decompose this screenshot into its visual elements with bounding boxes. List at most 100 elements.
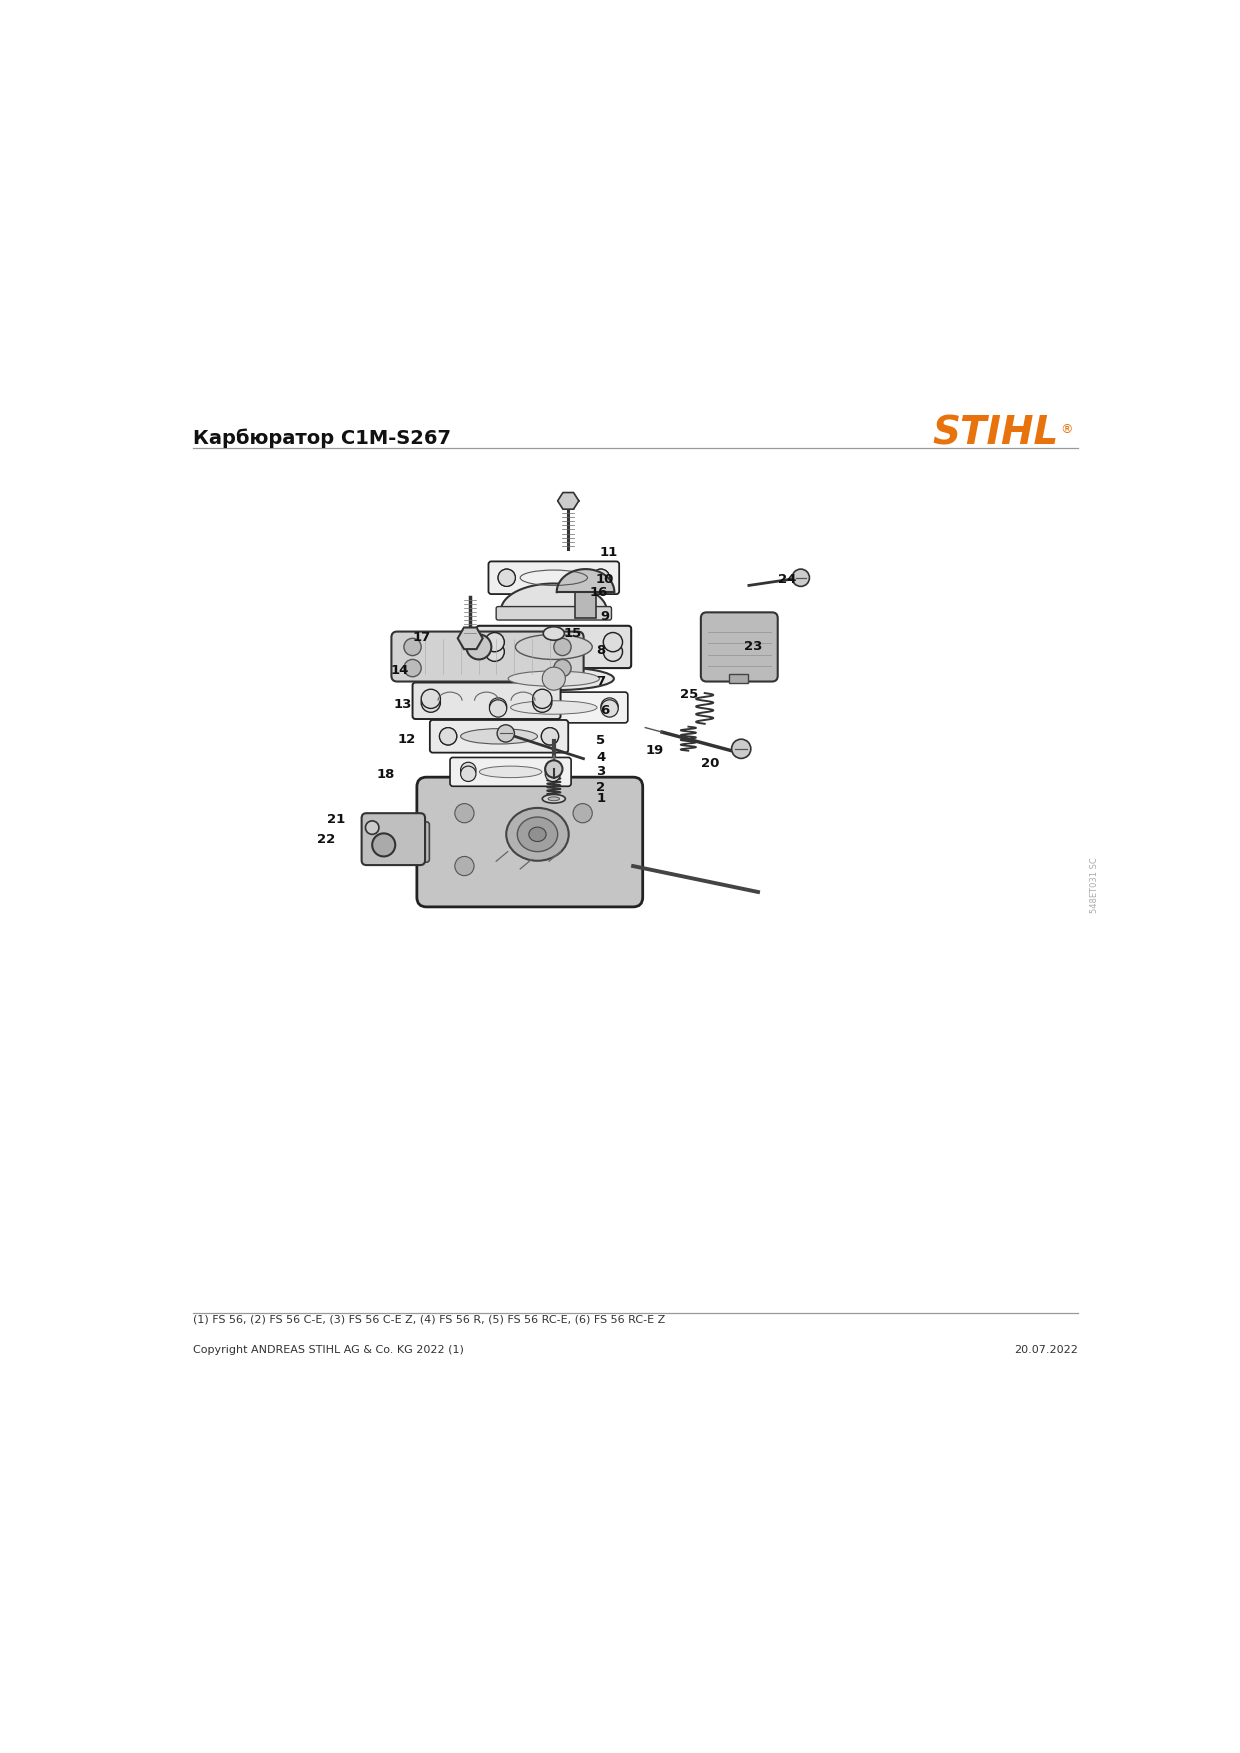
- Circle shape: [455, 803, 474, 822]
- Text: 21: 21: [326, 813, 345, 826]
- Polygon shape: [558, 493, 579, 508]
- Circle shape: [485, 642, 505, 661]
- Text: 2: 2: [596, 780, 605, 794]
- FancyBboxPatch shape: [489, 561, 619, 594]
- Text: 20: 20: [702, 757, 719, 770]
- Ellipse shape: [506, 808, 569, 861]
- Ellipse shape: [548, 798, 559, 801]
- Text: 1: 1: [596, 792, 605, 805]
- Circle shape: [604, 633, 622, 652]
- Text: 10: 10: [595, 573, 614, 586]
- FancyBboxPatch shape: [450, 757, 572, 787]
- FancyBboxPatch shape: [417, 777, 642, 906]
- Ellipse shape: [543, 628, 564, 640]
- Circle shape: [422, 689, 440, 708]
- Circle shape: [455, 857, 474, 876]
- Circle shape: [593, 570, 610, 587]
- Circle shape: [542, 668, 565, 691]
- FancyBboxPatch shape: [392, 631, 584, 682]
- Text: 25: 25: [681, 689, 698, 701]
- Text: 5: 5: [596, 735, 605, 747]
- Circle shape: [490, 699, 507, 717]
- Circle shape: [422, 692, 440, 712]
- Circle shape: [792, 570, 810, 587]
- Circle shape: [546, 766, 560, 782]
- Text: (1) FS 56, (2) FS 56 C-E, (3) FS 56 C-E Z, (4) FS 56 R, (5) FS 56 RC-E, (6) FS 5: (1) FS 56, (2) FS 56 C-E, (3) FS 56 C-E …: [193, 1315, 666, 1325]
- Text: 15: 15: [564, 628, 582, 640]
- Circle shape: [601, 698, 619, 715]
- Text: 20.07.2022: 20.07.2022: [1013, 1345, 1078, 1355]
- Ellipse shape: [517, 817, 558, 852]
- Circle shape: [366, 820, 379, 834]
- Text: 3: 3: [596, 766, 605, 778]
- Circle shape: [460, 766, 476, 782]
- FancyBboxPatch shape: [413, 682, 560, 719]
- Circle shape: [546, 761, 563, 778]
- Circle shape: [601, 699, 619, 717]
- Circle shape: [404, 659, 422, 677]
- Text: 13: 13: [394, 698, 412, 712]
- Text: 17: 17: [413, 631, 432, 643]
- Polygon shape: [557, 570, 614, 593]
- FancyBboxPatch shape: [399, 822, 429, 862]
- Circle shape: [466, 635, 491, 659]
- Text: Copyright ANDREAS STIHL AG & Co. KG 2022 (1): Copyright ANDREAS STIHL AG & Co. KG 2022…: [193, 1345, 464, 1355]
- Text: 548ET031 SC: 548ET031 SC: [1090, 857, 1100, 913]
- Bar: [575, 593, 596, 619]
- Text: ®: ®: [1060, 422, 1073, 436]
- Text: 7: 7: [596, 675, 605, 687]
- FancyBboxPatch shape: [701, 612, 777, 682]
- Ellipse shape: [511, 701, 598, 713]
- Circle shape: [533, 692, 552, 712]
- Text: 9: 9: [600, 610, 609, 622]
- Circle shape: [546, 763, 560, 778]
- Circle shape: [573, 803, 593, 822]
- FancyBboxPatch shape: [362, 813, 425, 864]
- Text: 24: 24: [779, 573, 796, 586]
- Circle shape: [490, 698, 507, 715]
- FancyBboxPatch shape: [480, 692, 627, 722]
- Text: 11: 11: [599, 547, 618, 559]
- Text: 23: 23: [744, 640, 761, 654]
- Circle shape: [485, 633, 505, 652]
- Ellipse shape: [480, 766, 542, 778]
- Text: 4: 4: [596, 750, 605, 764]
- Text: 19: 19: [646, 745, 663, 757]
- Text: 6: 6: [600, 705, 609, 717]
- Bar: [729, 673, 748, 684]
- Circle shape: [439, 727, 456, 745]
- Ellipse shape: [494, 668, 614, 691]
- Text: 16: 16: [590, 586, 608, 600]
- FancyBboxPatch shape: [476, 626, 631, 668]
- Ellipse shape: [460, 729, 537, 743]
- Circle shape: [460, 763, 476, 778]
- Circle shape: [554, 659, 572, 677]
- Ellipse shape: [516, 635, 593, 659]
- Circle shape: [404, 638, 422, 656]
- Circle shape: [498, 570, 516, 587]
- Circle shape: [498, 570, 516, 587]
- Text: 22: 22: [317, 833, 335, 845]
- Ellipse shape: [528, 827, 546, 841]
- Polygon shape: [458, 628, 482, 649]
- Circle shape: [533, 689, 552, 708]
- Ellipse shape: [508, 671, 599, 687]
- Text: Карбюратор C1M-S267: Карбюратор C1M-S267: [193, 429, 451, 449]
- Circle shape: [604, 642, 622, 661]
- Circle shape: [542, 727, 558, 745]
- Ellipse shape: [542, 794, 565, 803]
- Circle shape: [439, 727, 456, 745]
- Circle shape: [372, 833, 396, 857]
- FancyBboxPatch shape: [430, 720, 568, 752]
- Circle shape: [732, 740, 751, 759]
- Text: 12: 12: [398, 733, 415, 745]
- Text: 14: 14: [391, 663, 409, 677]
- Circle shape: [593, 570, 610, 587]
- Text: STIHL: STIHL: [932, 415, 1058, 452]
- Polygon shape: [501, 584, 606, 610]
- Circle shape: [554, 638, 572, 656]
- FancyBboxPatch shape: [496, 607, 611, 621]
- Circle shape: [497, 724, 515, 742]
- Text: 8: 8: [596, 645, 605, 657]
- Text: 18: 18: [377, 768, 394, 782]
